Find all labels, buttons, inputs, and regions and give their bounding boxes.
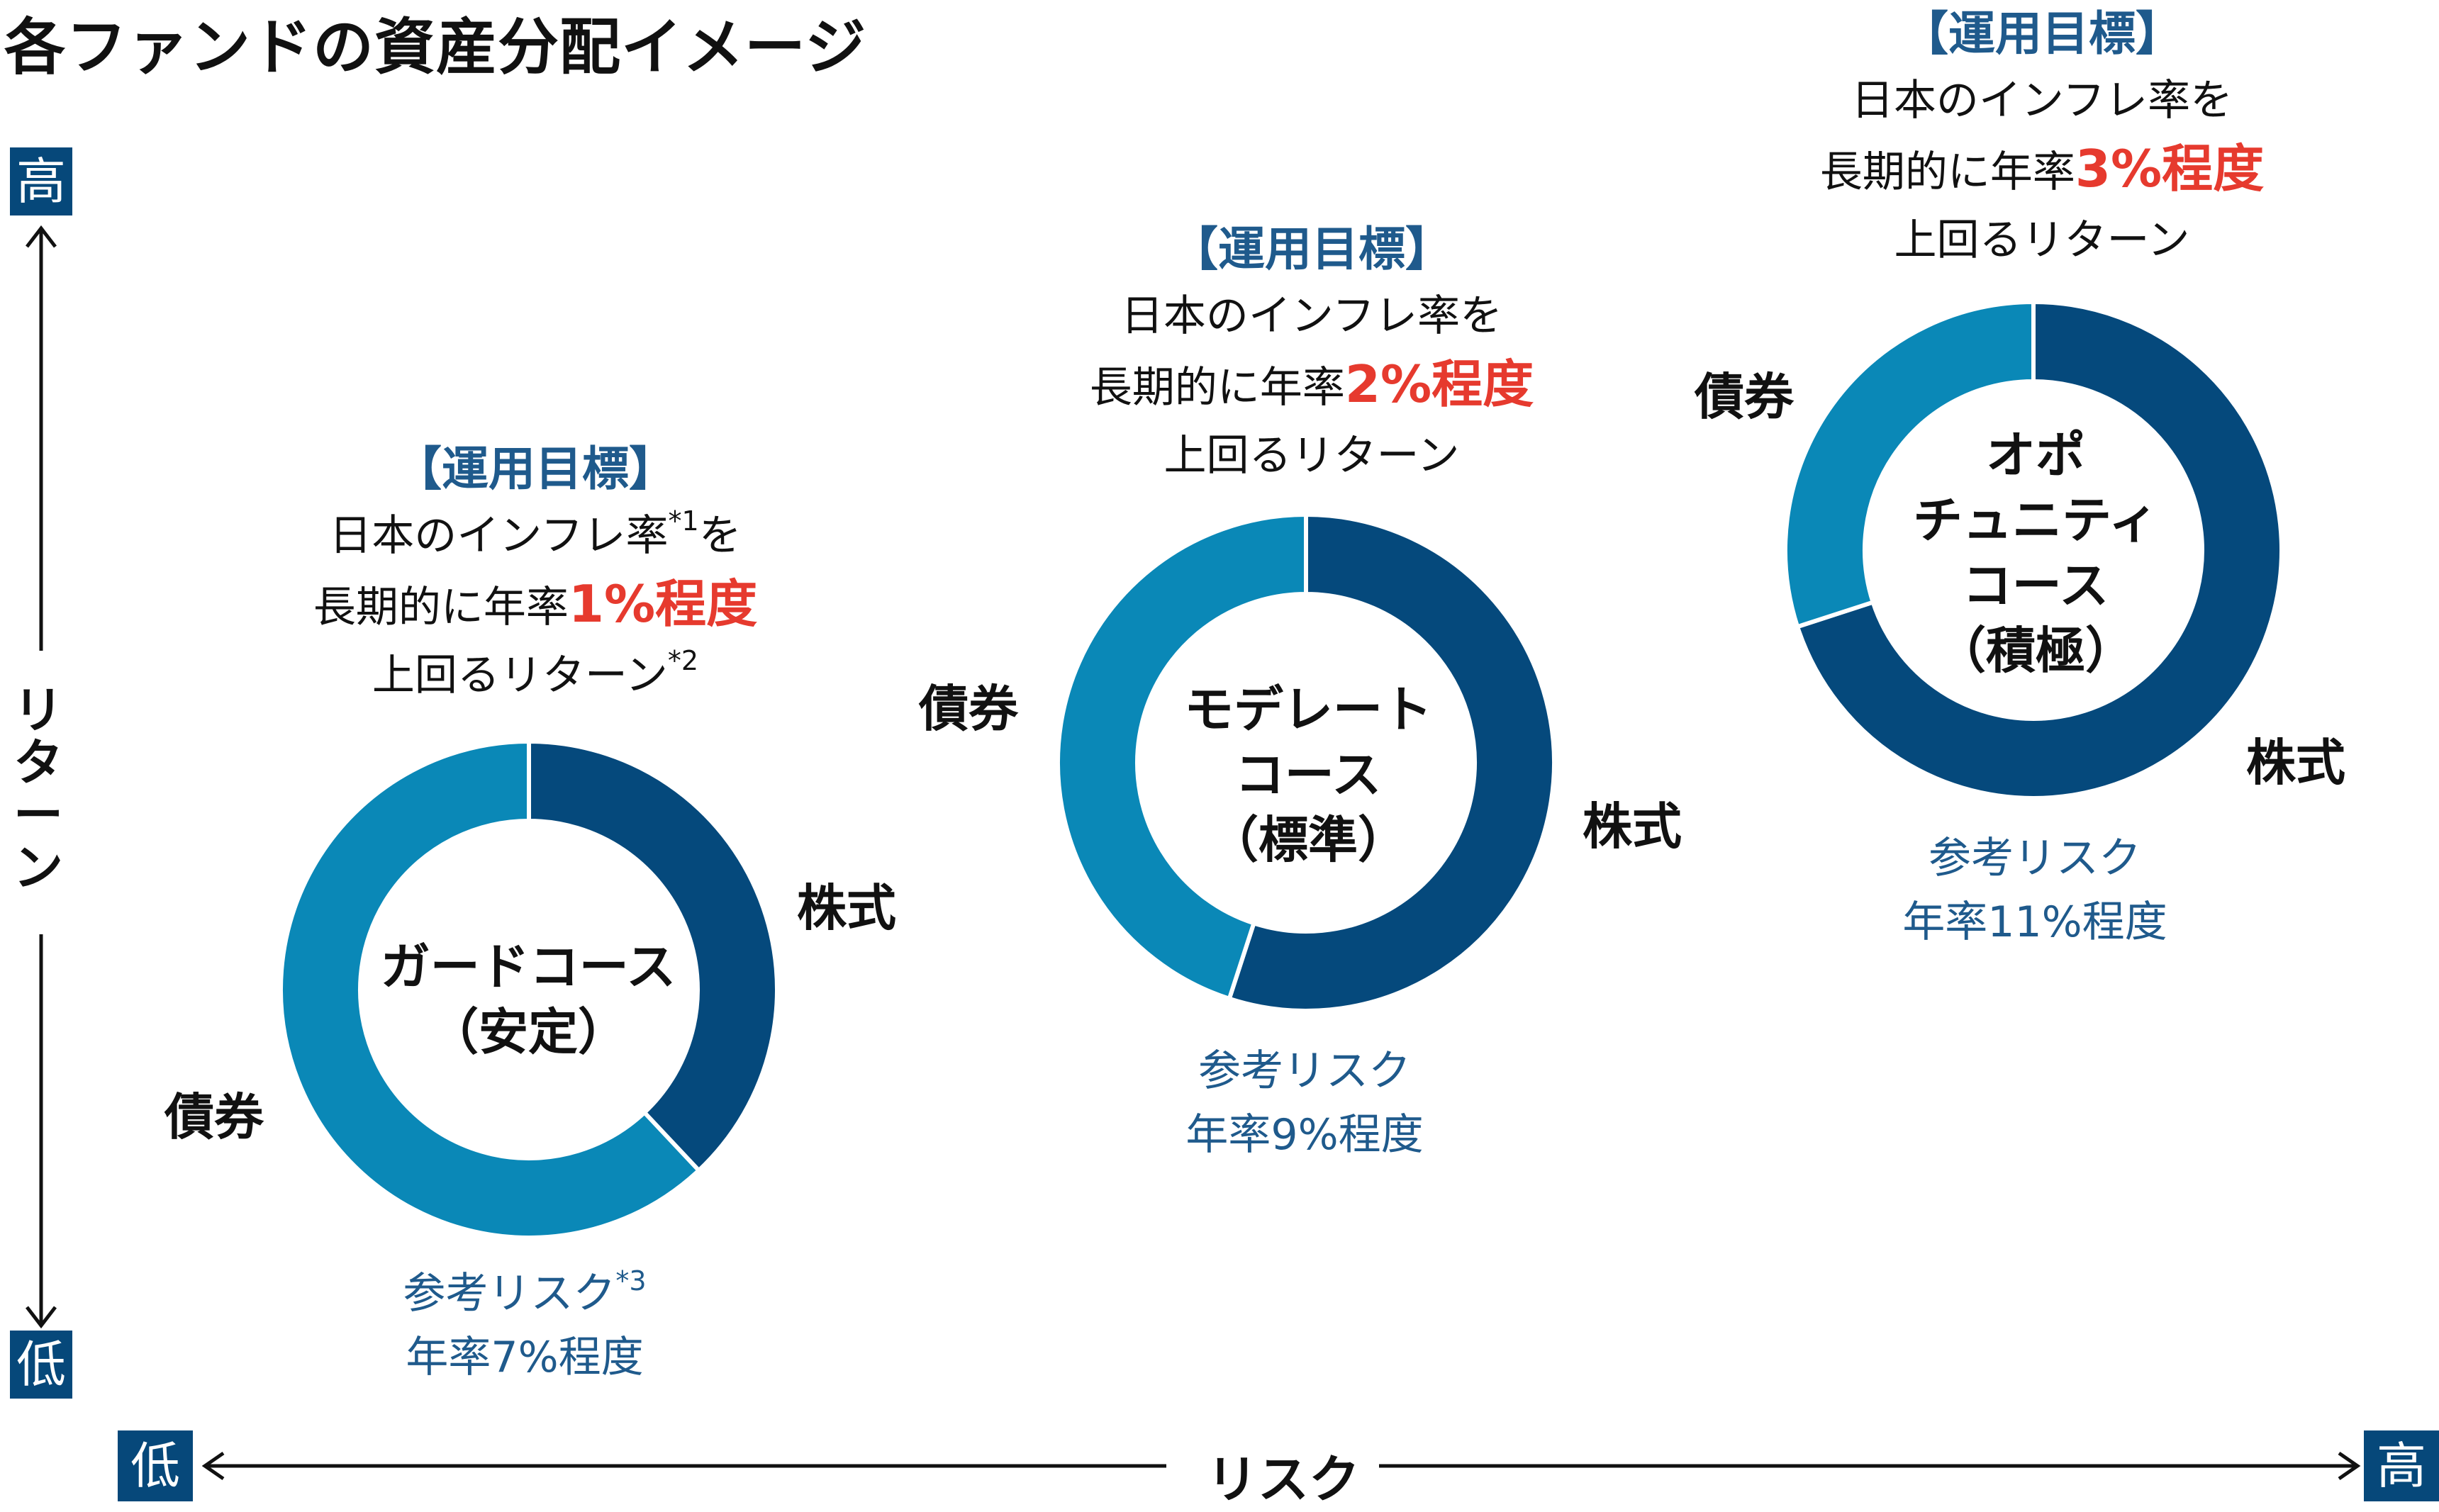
goal-rate: 2%程度 <box>1344 354 1534 414</box>
goal-heading: 【運用目標】 <box>1902 6 2182 61</box>
goal-rate: 3%程度 <box>2075 139 2265 198</box>
risk-line2: 年率9%程度 <box>1185 1110 1424 1160</box>
fund-sub: （積極） <box>1936 622 2135 680</box>
return-axis-arrow <box>26 225 57 1329</box>
goal-line2: 長期的に年率 <box>1819 147 2075 197</box>
goal-line1: 日本のインフレ率を <box>1120 291 1503 341</box>
fund-name: オポ <box>1986 426 2085 484</box>
bond-label: 債券 <box>919 680 1018 738</box>
fund-sub: （安定） <box>429 1003 627 1061</box>
page-title: 各ファンドの資産分配イメージ <box>4 12 867 83</box>
fund-name-2: チュニティ <box>1913 491 2158 549</box>
risk-axis-label: リスク <box>1198 1438 1368 1512</box>
fund-moderate-risk: 参考リスク 年率9%程度 <box>1106 1039 1503 1167</box>
footnote-3: *3 <box>615 1265 647 1297</box>
fund-guard-goal: 【運用目標】 日本のインフレ率*1を 長期的に年率1%程度 上回るリターン*2 <box>269 437 801 710</box>
return-axis-label: リターン <box>13 684 64 894</box>
fund-name: モデレート <box>1184 681 1432 739</box>
goal-line3: 上回るリターン <box>1163 431 1460 481</box>
risk-line1: 参考リスク <box>1198 1046 1411 1096</box>
slice-stocks <box>1795 299 2284 800</box>
risk-axis-arrow <box>202 1451 2361 1481</box>
fund-guard-donut <box>279 739 779 1240</box>
fund-opportunity-goal: 【運用目標】 日本のインフレ率を 長期的に年率3%程度 上回るリターン <box>1765 1 2318 274</box>
fund-guard-name: ガードコース （安定） <box>355 934 702 1065</box>
goal-line3: 上回るリターン <box>372 651 668 700</box>
slice-bonds <box>1783 299 2036 629</box>
slice-bonds <box>279 739 702 1240</box>
risk-line2: 年率7%程度 <box>406 1333 644 1382</box>
fund-name-2: コース <box>1234 746 1382 804</box>
bond-label: 債券 <box>164 1088 264 1146</box>
goal-rate: 1%程度 <box>568 574 758 634</box>
risk-high-box: 高 <box>2364 1430 2439 1501</box>
stock-label: 株式 <box>2246 734 2345 792</box>
return-low-box: 低 <box>10 1331 72 1399</box>
fund-moderate-name: モデレート コース （標準） <box>1134 677 1482 873</box>
goal-line3: 上回るリターン <box>1894 215 2190 265</box>
return-label-char: ー <box>13 786 63 844</box>
fund-sub: （標準） <box>1209 811 1407 869</box>
fund-name-3: コース <box>1962 556 2109 615</box>
risk-line1: 参考リスク <box>1929 834 2141 883</box>
goal-line2: 長期的に年率 <box>1089 363 1345 413</box>
stock-label: 株式 <box>1583 797 1682 856</box>
risk-line2: 年率11%程度 <box>1902 897 2167 947</box>
goal-line2: 長期的に年率 <box>313 583 569 632</box>
return-label-char: リ <box>13 681 63 739</box>
slice-stocks <box>527 739 779 1174</box>
fund-opportunity-donut <box>1783 299 2284 800</box>
goal-line1: 日本のインフレ率を <box>1851 76 2233 125</box>
fund-moderate-donut <box>1056 512 1556 1013</box>
footnote-2: *2 <box>667 645 699 676</box>
footnote-1: *1 <box>668 505 699 537</box>
fund-moderate-goal: 【運用目標】 日本のインフレ率を 長期的に年率2%程度 上回るリターン <box>1035 217 1588 490</box>
slice-stocks <box>1227 512 1556 1013</box>
fund-opportunity-name: オポ チュニティ コース （積極） <box>1862 422 2209 683</box>
goal-heading: 【運用目標】 <box>395 442 676 496</box>
return-high-box: 高 <box>10 147 72 215</box>
fund-opportunity-risk: 参考リスク 年率11%程度 <box>1836 827 2233 954</box>
stock-label: 株式 <box>797 879 896 937</box>
return-label-char: ン <box>13 839 63 897</box>
fund-guard-risk: 参考リスク*3 年率7%程度 <box>326 1262 723 1389</box>
risk-line1: 参考リスク <box>403 1269 616 1318</box>
slice-bonds <box>1056 512 1308 1002</box>
goal-line1: 日本のインフレ率 <box>329 511 669 561</box>
risk-low-box: 低 <box>118 1430 193 1501</box>
goal-line1-tail: を <box>698 511 742 561</box>
fund-name: ガードコース <box>380 938 676 996</box>
goal-heading: 【運用目標】 <box>1171 222 1452 276</box>
return-label-char: タ <box>13 734 63 792</box>
bond-label: 債券 <box>1695 368 1794 426</box>
